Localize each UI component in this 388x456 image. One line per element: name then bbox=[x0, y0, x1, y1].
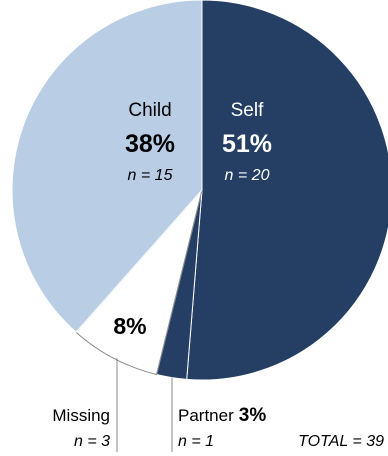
slice-percent-missing: 8% bbox=[113, 313, 146, 339]
total-label: TOTAL = 39 bbox=[298, 433, 384, 450]
slice-n-missing: n = 3 bbox=[74, 433, 110, 450]
slice-percent-self: 51% bbox=[222, 130, 272, 158]
slice-percent-child: 38% bbox=[125, 130, 175, 158]
slice-label-child: Child bbox=[128, 100, 171, 121]
pie-slice-self bbox=[186, 0, 388, 381]
slice-label-missing: Missing bbox=[52, 406, 110, 425]
slice-n-self: n = 20 bbox=[225, 167, 270, 184]
leader-lines bbox=[116, 358, 173, 452]
slice-n-partner: n = 1 bbox=[178, 433, 214, 450]
slice-label-partner-group: Partner 3% bbox=[178, 405, 266, 426]
slice-n-child: n = 15 bbox=[128, 167, 173, 184]
slice-label-partner: Partner bbox=[178, 406, 234, 425]
slice-percent-partner: 3% bbox=[239, 405, 267, 426]
pie-slice-child bbox=[11, 0, 203, 333]
pie-slices bbox=[11, 0, 388, 381]
slice-label-self: Self bbox=[231, 100, 264, 121]
